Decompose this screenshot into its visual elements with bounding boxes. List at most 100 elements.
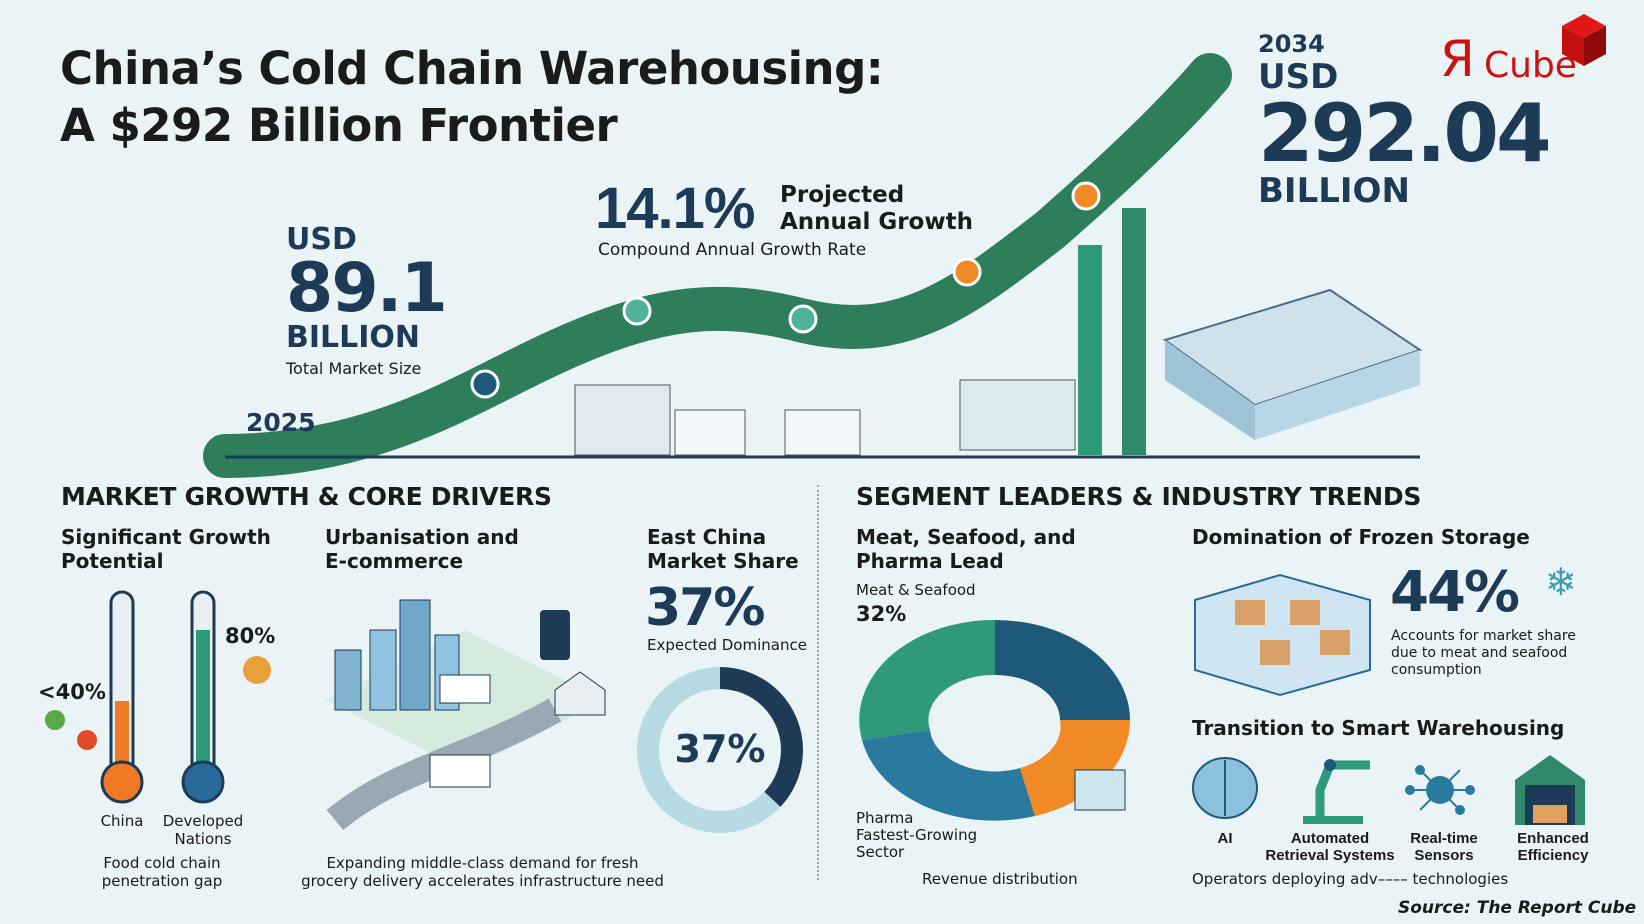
urban-caption-line: grocery delivery accelerates infrastruct… [301,872,664,890]
cagr-label-line: Annual Growth [780,209,973,235]
frozen-caption-line: Accounts for market share [1391,628,1576,644]
title-line-1: China’s Cold Chain Warehousing: [60,42,884,95]
pie-slice-pharma [862,730,1035,821]
truck-icon [429,754,491,788]
smart-item-label: Automated [1290,830,1370,847]
city-illustration [325,599,606,831]
start-stat: USD 89.1 BILLION Total Market Size [286,222,448,379]
urban-title-line: Urbanisation and [325,525,519,549]
source-credit: Source: The Report Cube [1398,898,1637,918]
meat-segment-label: Meat & Seafood [856,581,976,599]
right-section-title: SEGMENT LEADERS & INDUSTRY TRENDS [856,482,1422,511]
cagr-label: Projected Annual Growth [780,182,973,236]
frozen-caption-line: due to meat and seafood [1391,645,1568,661]
east-title: East China Market Share [647,525,799,573]
meat-title-line: Meat, Seafood, and [856,525,1076,549]
warehouse-illustration [1162,288,1423,440]
growth-title-line: Significant Growth [61,525,271,549]
bar [1078,245,1102,455]
east-caption: Expected Dominance [647,636,807,654]
donut-arc [637,667,803,833]
truck-icon [439,674,491,704]
growth-title-line: Potential [61,549,164,573]
urban-title: Urbanisation and E-commerce [325,525,519,573]
thermometers [45,590,271,804]
end-year: 2034 [1258,30,1325,58]
marker-dot [622,296,652,326]
smart-item-label: Sensors [1414,847,1474,864]
growth-caption: Food cold chain penetration gap [82,854,242,890]
smart-title: Transition to Smart Warehousing [1192,716,1565,740]
warehouse-efficiency-icon [1515,755,1585,825]
house-icon [554,671,606,716]
pharma-label-line: Pharma [856,809,914,827]
title-line-2: A $292 Billion Frontier [60,99,618,152]
smart-item-label: Real-time [1410,830,1478,847]
smart-item-label: AI [1217,830,1233,847]
cube-icon [1562,14,1606,66]
pie-slice-growth [1020,720,1131,816]
brain-icon [1192,757,1258,819]
frozen-value: 44% [1390,560,1520,625]
logo-cube-text: Cube [1484,45,1577,86]
meat-title: Meat, Seafood, and Pharma Lead [856,525,1076,573]
frozen-caption: Accounts for market share due to meat and… [1391,628,1576,679]
left-section-title: MARKET GROWTH & CORE DRIVERS [61,482,552,511]
thermometer-china [100,590,144,804]
frozen-storage-illustration [1194,573,1371,697]
marker-dot [470,369,500,399]
china-value: <40% [38,680,106,704]
trucks-illustration [574,379,1076,456]
smart-item-sensors: Real-time Sensors [1410,830,1478,864]
pharma-label-line: Fastest-Growing [856,826,978,844]
marker-dot [952,257,982,287]
end-stat: 2034 USD 292.04 BILLION [1258,30,1552,211]
developed-label: Developed Nations [153,812,253,848]
urban-caption: Expanding middle-class demand for fresh g… [300,854,665,890]
smart-item-label: Efficiency [1517,847,1589,864]
east-donut [637,667,803,833]
growth-caption-line: penetration gap [101,872,223,890]
marker-dot [788,304,818,334]
pharma-label: Pharma Fastest-Growing Sector [856,810,977,861]
developed-value: 80% [225,624,276,648]
east-title-line: East China [647,525,767,549]
start-currency: USD [286,222,357,257]
pie-slice-other [995,620,1130,720]
medkit-icon [1074,769,1126,811]
start-value: 89.1 [286,249,448,328]
marker-dot [1071,181,1101,211]
developed-label-line: Developed [162,812,244,830]
vegetables-icon [45,656,271,750]
pharma-label-line: Sector [856,843,905,861]
end-value: 292.04 [1258,87,1552,180]
smart-caption: Operators deploying adv–––– technologies [1192,870,1509,888]
page-title: China’s Cold Chain Warehousing: A $292 B… [60,40,884,154]
urban-caption-line: Expanding middle-class demand for fresh [326,854,639,872]
pie-caption: Revenue distribution [922,870,1078,888]
start-year: 2025 [246,408,316,437]
smart-icons [1192,755,1585,825]
meat-segment-value: 32% [856,602,907,626]
start-unit: BILLION [286,320,421,355]
end-unit: BILLION [1258,171,1410,211]
cagr-caption: Compound Annual Growth Rate [598,240,867,260]
phone-icon [540,610,570,660]
smart-item-efficiency: Enhanced Efficiency [1517,830,1589,864]
frozen-title: Domination of Frozen Storage [1192,525,1530,549]
sensor-network-icon [1405,765,1475,815]
east-title-line: Market Share [647,549,799,573]
curve-markers [470,181,1101,399]
smart-item-label: Retrieval Systems [1265,847,1395,864]
cagr-label-line: Projected [780,182,905,208]
robot-arm-icon [1303,759,1370,824]
growth-caption-line: Food cold chain [103,854,221,872]
cagr-value: 14.1% [595,176,755,241]
snowflake-icon: ❄ [1545,560,1577,604]
end-currency: USD [1258,57,1339,97]
east-value: 37% [645,578,765,638]
growth-curve [203,53,1423,478]
logo-r: Я [1440,30,1475,88]
bar [1122,208,1146,455]
frozen-caption-line: consumption [1391,662,1482,678]
